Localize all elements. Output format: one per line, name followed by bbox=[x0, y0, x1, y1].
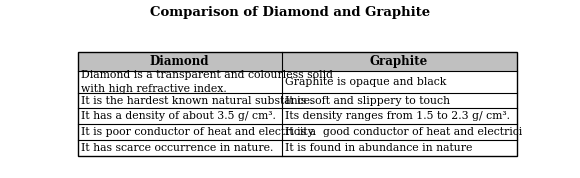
Text: It is found in abundance in nature: It is found in abundance in nature bbox=[285, 143, 473, 153]
Text: Diamond is a transparent and colourless solid
with high refractive index.: Diamond is a transparent and colourless … bbox=[81, 70, 333, 94]
Bar bbox=[78, 71, 517, 93]
Text: Diamond: Diamond bbox=[150, 55, 209, 68]
Bar bbox=[78, 51, 517, 156]
Text: Graphite is opaque and black: Graphite is opaque and black bbox=[285, 77, 447, 87]
Text: It has a density of about 3.5 g/ cm³.: It has a density of about 3.5 g/ cm³. bbox=[81, 111, 276, 121]
Bar bbox=[78, 93, 517, 108]
Text: It is a  good conductor of heat and electricity: It is a good conductor of heat and elect… bbox=[285, 127, 533, 137]
Text: It is poor conductor of heat and electricity.: It is poor conductor of heat and electri… bbox=[81, 127, 316, 137]
Text: It is the hardest known natural substance.: It is the hardest known natural substanc… bbox=[81, 96, 314, 106]
Bar bbox=[78, 108, 517, 124]
Text: It is soft and slippery to touch: It is soft and slippery to touch bbox=[285, 96, 450, 106]
Bar bbox=[78, 124, 517, 140]
Bar bbox=[78, 140, 517, 156]
Text: Its density ranges from 1.5 to 2.3 g/ cm³.: Its density ranges from 1.5 to 2.3 g/ cm… bbox=[285, 111, 510, 121]
Text: It has scarce occurrence in nature.: It has scarce occurrence in nature. bbox=[81, 143, 274, 153]
Text: Comparison of Diamond and Graphite: Comparison of Diamond and Graphite bbox=[150, 6, 430, 19]
Text: Graphite: Graphite bbox=[370, 55, 428, 68]
Bar bbox=[78, 51, 517, 71]
